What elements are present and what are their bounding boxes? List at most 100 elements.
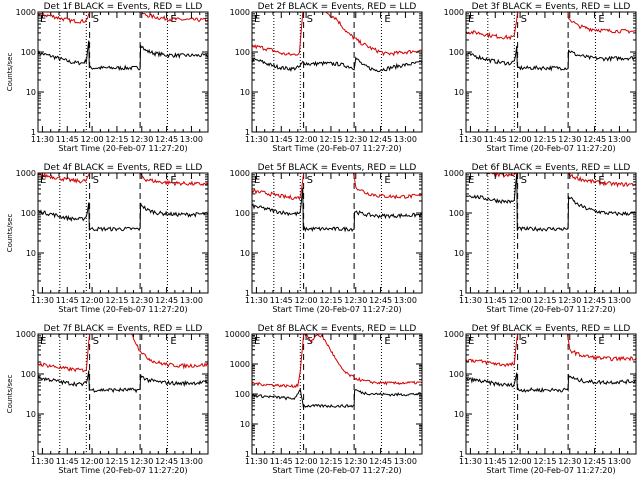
events-series-line <box>37 370 209 394</box>
marker-label: E <box>468 175 474 186</box>
x-tick-label: 12:30 <box>558 296 581 305</box>
marker-label: E <box>468 336 474 347</box>
y-tick-label: 1 <box>245 450 250 459</box>
x-tick-label: 12:30 <box>344 296 367 305</box>
y-tick-label: 100 <box>235 48 250 57</box>
marker-label: E <box>384 14 390 25</box>
x-tick-label: 11:30 <box>31 457 54 466</box>
panel-title: Det 9f BLACK = Events, RED = LLD <box>472 324 631 334</box>
x-tick-label: 13:00 <box>608 457 631 466</box>
panel-title: Det 4f BLACK = Events, RED = LLD <box>44 163 203 173</box>
marker-label: E <box>384 336 390 347</box>
x-tick-label: 12:15 <box>319 296 342 305</box>
y-axis-label: Counts/sec <box>6 375 14 414</box>
panel-title: Det 8f BLACK = Events, RED = LLD <box>258 324 417 334</box>
y-tick-label: 10 <box>26 249 36 258</box>
x-tick-label: 12:45 <box>155 135 178 144</box>
y-tick-label: 100 <box>235 209 250 218</box>
x-axis-label: Start Time (20-Feb-07 11:27:20) <box>58 466 187 475</box>
marker-label: E <box>40 175 46 186</box>
marker-label: E <box>598 175 604 186</box>
plot-frame <box>251 172 423 294</box>
x-axis-label: Start Time (20-Feb-07 11:27:20) <box>486 305 615 314</box>
lld-series-line <box>465 11 637 41</box>
marker-label: S <box>307 14 313 25</box>
x-tick-label: 12:30 <box>344 457 367 466</box>
x-tick-label: 13:00 <box>608 135 631 144</box>
x-tick-label: 12:15 <box>533 296 556 305</box>
x-tick-label: 12:15 <box>319 135 342 144</box>
events-series-line <box>465 372 637 393</box>
marker-label: E <box>170 336 176 347</box>
panel-title: Det 1f BLACK = Events, RED = LLD <box>44 2 203 12</box>
x-tick-label: 12:45 <box>583 135 606 144</box>
x-tick-label: 11:30 <box>245 135 268 144</box>
marker-label: E <box>598 14 604 25</box>
events-series-line <box>251 388 423 409</box>
x-tick-label: 12:15 <box>533 457 556 466</box>
panel-title: Det 2f BLACK = Events, RED = LLD <box>258 2 417 12</box>
marker-label: S <box>307 336 313 347</box>
x-tick-label: 11:45 <box>484 296 507 305</box>
x-tick-label: 11:45 <box>270 457 293 466</box>
x-tick-label: 12:15 <box>105 457 128 466</box>
marker-label: S <box>93 14 99 25</box>
y-axis-label: Counts/sec <box>6 214 14 253</box>
y-tick-label: 1 <box>31 289 36 298</box>
panel-title: Det 6f BLACK = Events, RED = LLD <box>472 163 631 173</box>
y-tick-label: 10 <box>26 88 36 97</box>
x-tick-label: 12:45 <box>369 135 392 144</box>
x-axis-label: Start Time (20-Feb-07 11:27:20) <box>58 144 187 153</box>
x-tick-label: 13:00 <box>608 296 631 305</box>
x-tick-label: 11:45 <box>270 296 293 305</box>
x-tick-label: 12:00 <box>509 296 532 305</box>
lld-series-line <box>37 172 209 187</box>
x-tick-label: 12:00 <box>295 135 318 144</box>
y-tick-label: 1000 <box>16 169 36 178</box>
plot-frame <box>37 172 209 294</box>
marker-label: E <box>384 175 390 186</box>
x-tick-label: 12:45 <box>583 296 606 305</box>
marker-label: S <box>521 14 527 25</box>
x-tick-label: 12:00 <box>81 457 104 466</box>
marker-label: S <box>521 336 527 347</box>
y-tick-label: 1000 <box>444 169 464 178</box>
x-tick-label: 11:45 <box>484 457 507 466</box>
panel-title: Det 7f BLACK = Events, RED = LLD <box>44 324 203 334</box>
x-tick-label: 11:30 <box>31 296 54 305</box>
panel-title: Det 5f BLACK = Events, RED = LLD <box>258 163 417 173</box>
y-tick-label: 100 <box>21 370 36 379</box>
x-tick-label: 13:00 <box>394 296 417 305</box>
x-tick-label: 12:15 <box>533 135 556 144</box>
x-tick-label: 13:00 <box>394 135 417 144</box>
marker-label: E <box>254 175 260 186</box>
panel-5: Det 5f BLACK = Events, RED = LLD S E E 1 10 10… <box>230 163 423 314</box>
marker-label: S <box>307 175 313 186</box>
plot-frame <box>251 11 423 133</box>
y-tick-label: 100 <box>21 209 36 218</box>
marker-label: E <box>254 336 260 347</box>
x-tick-label: 12:15 <box>105 296 128 305</box>
y-tick-label: 1 <box>459 128 464 137</box>
y-tick-label: 100 <box>449 48 464 57</box>
x-tick-label: 12:30 <box>130 296 153 305</box>
y-tick-label: 10 <box>240 249 250 258</box>
y-tick-label: 10 <box>454 88 464 97</box>
marker-label: E <box>170 175 176 186</box>
x-tick-label: 11:30 <box>459 135 482 144</box>
events-series-line <box>251 56 423 73</box>
plot-frame <box>37 11 209 133</box>
events-series-line <box>465 45 637 72</box>
x-tick-label: 12:45 <box>583 457 606 466</box>
lld-series-line <box>466 172 637 188</box>
plot-frame <box>465 333 637 455</box>
y-tick-label: 1000 <box>230 360 250 369</box>
x-tick-label: 12:45 <box>155 296 178 305</box>
x-tick-label: 12:00 <box>509 457 532 466</box>
y-tick-label: 1 <box>245 289 250 298</box>
y-tick-label: 1000 <box>16 8 36 17</box>
events-series-line <box>465 172 637 232</box>
x-tick-label: 11:30 <box>245 457 268 466</box>
x-tick-label: 13:00 <box>394 457 417 466</box>
